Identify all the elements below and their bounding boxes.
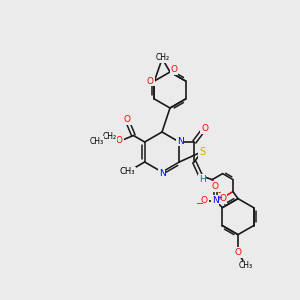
- Text: CH₂: CH₂: [102, 132, 116, 141]
- Text: O: O: [235, 248, 242, 257]
- Text: O: O: [147, 76, 154, 85]
- Text: O: O: [201, 124, 208, 133]
- Text: O: O: [219, 194, 226, 203]
- Text: S: S: [199, 147, 206, 157]
- Text: N: N: [212, 196, 219, 205]
- Text: CH₃: CH₃: [89, 137, 103, 146]
- Text: CH₂: CH₂: [155, 53, 169, 62]
- Text: CH₃: CH₃: [120, 167, 135, 176]
- Text: N: N: [159, 169, 165, 178]
- Text: O: O: [124, 115, 131, 124]
- Text: O: O: [116, 136, 123, 145]
- Text: CH₃: CH₃: [239, 261, 253, 270]
- Text: O: O: [212, 182, 219, 191]
- Text: O: O: [170, 65, 178, 74]
- Text: −: −: [196, 199, 204, 208]
- Text: N: N: [177, 136, 184, 146]
- Text: +: +: [216, 195, 222, 201]
- Text: H: H: [199, 175, 206, 184]
- Text: O: O: [201, 196, 208, 205]
